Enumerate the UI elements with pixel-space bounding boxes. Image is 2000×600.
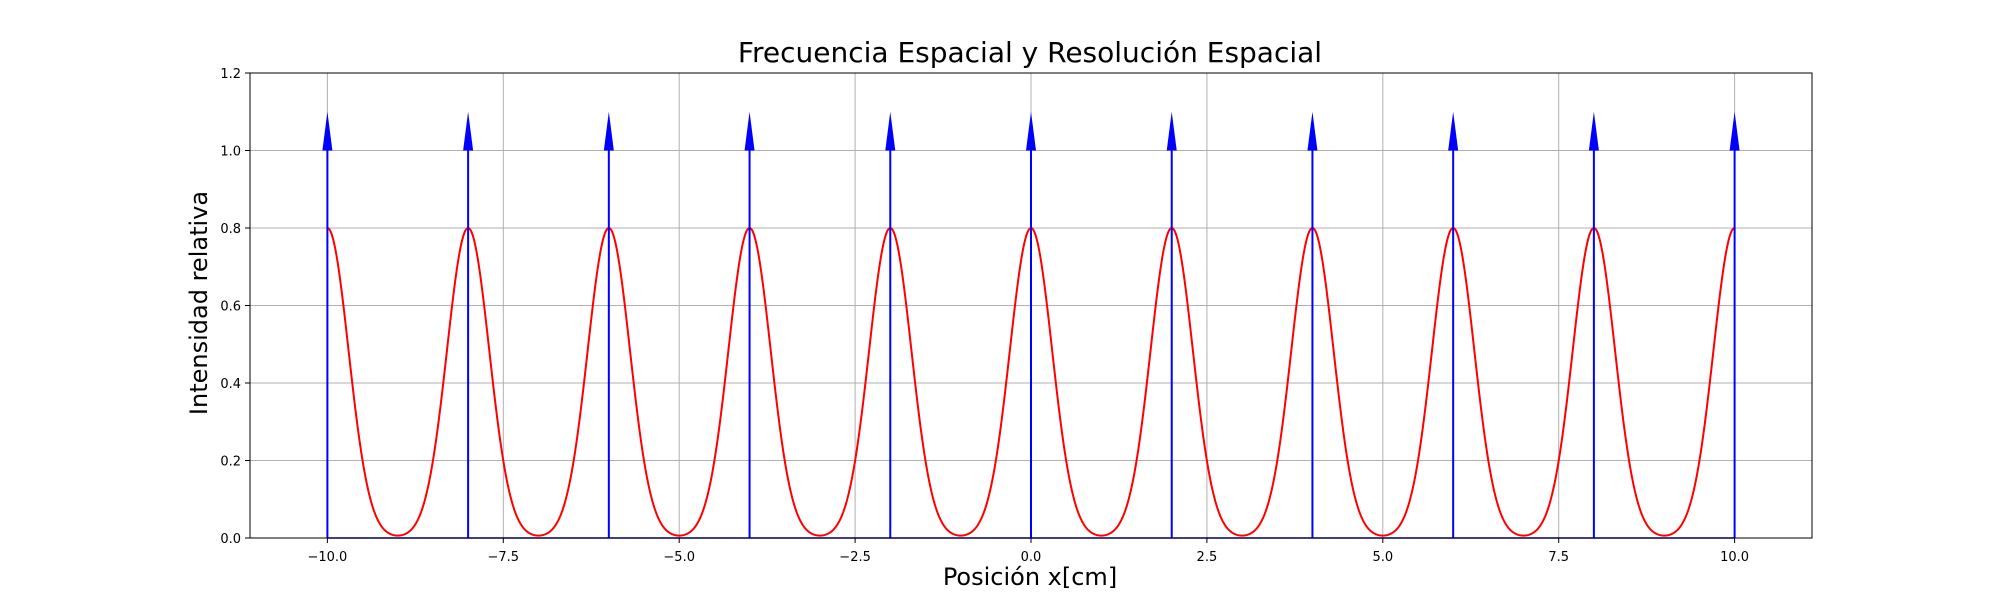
y-tick-label: 0.6 [220,300,241,315]
x-tick-label: −10.0 [307,550,347,565]
y-tick-label: 0.4 [220,377,241,392]
y-tick-label: 1.2 [220,67,241,82]
impulse-arrowhead [744,111,755,151]
x-tick-label: −2.5 [839,550,871,565]
impulse-arrowhead [1588,111,1599,151]
impulse-arrowhead [322,111,333,151]
x-tick-label: −7.5 [488,550,520,565]
y-axis-label: Intensidad relativa [185,191,213,415]
y-tick-label: 1.0 [220,145,241,160]
impulse-arrowhead [1729,111,1740,151]
y-tick-label: 0.0 [220,532,241,547]
impulse-arrowhead [603,111,614,151]
impulse-arrowhead [885,111,896,151]
impulse-arrowhead [1307,111,1318,151]
x-tick-label: 7.5 [1548,550,1569,565]
x-tick-label: 2.5 [1197,550,1218,565]
y-tick-label: 0.2 [220,455,241,470]
x-tick-label: −5.0 [663,550,695,565]
x-axis-label: Posición x[cm] [943,563,1117,591]
axis-ticks: −10.0 −7.5 −5.0 −2.5 0.0 2.5 5.0 7.5 10.0 0.0 0.2 0… [220,67,1749,565]
impulse-arrowhead [1026,111,1036,151]
impulse-arrowhead [1166,111,1177,151]
impulse-arrowhead [463,111,474,151]
y-tick-label: 0.8 [220,222,241,237]
impulse-arrowhead [1448,111,1459,151]
x-tick-label: 10.0 [1720,550,1749,565]
chart-title: Frecuencia Espacial y Resolución Espacia… [738,36,1322,69]
x-tick-label: 0.0 [1021,550,1042,565]
x-tick-label: 5.0 [1372,550,1393,565]
